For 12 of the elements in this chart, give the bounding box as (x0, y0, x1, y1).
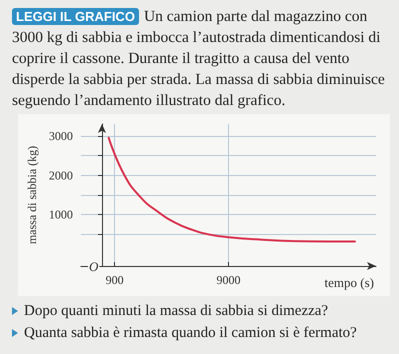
y-axis-title: massa di sabbia (kg) (25, 146, 39, 244)
y-tick-label: 2000 (48, 168, 73, 182)
text: Dopo quanti minuti la massa di sabbia si dimezza? (24, 302, 328, 321)
y-tick-label: 1000 (48, 208, 73, 222)
x-tick-label: 900 (106, 273, 124, 287)
y-tick-label: 3000 (48, 128, 73, 143)
line-series (108, 136, 356, 243)
chart-title: LEGGI IL GRAFICO (12, 8, 139, 25)
x-axis-title: tempo (s) (324, 275, 374, 290)
x-tick-label: 9000 (216, 273, 240, 287)
text: Quanta sabbia è rimasta quando il camion si è fermato? (24, 324, 357, 343)
annotation: O (88, 259, 99, 274)
